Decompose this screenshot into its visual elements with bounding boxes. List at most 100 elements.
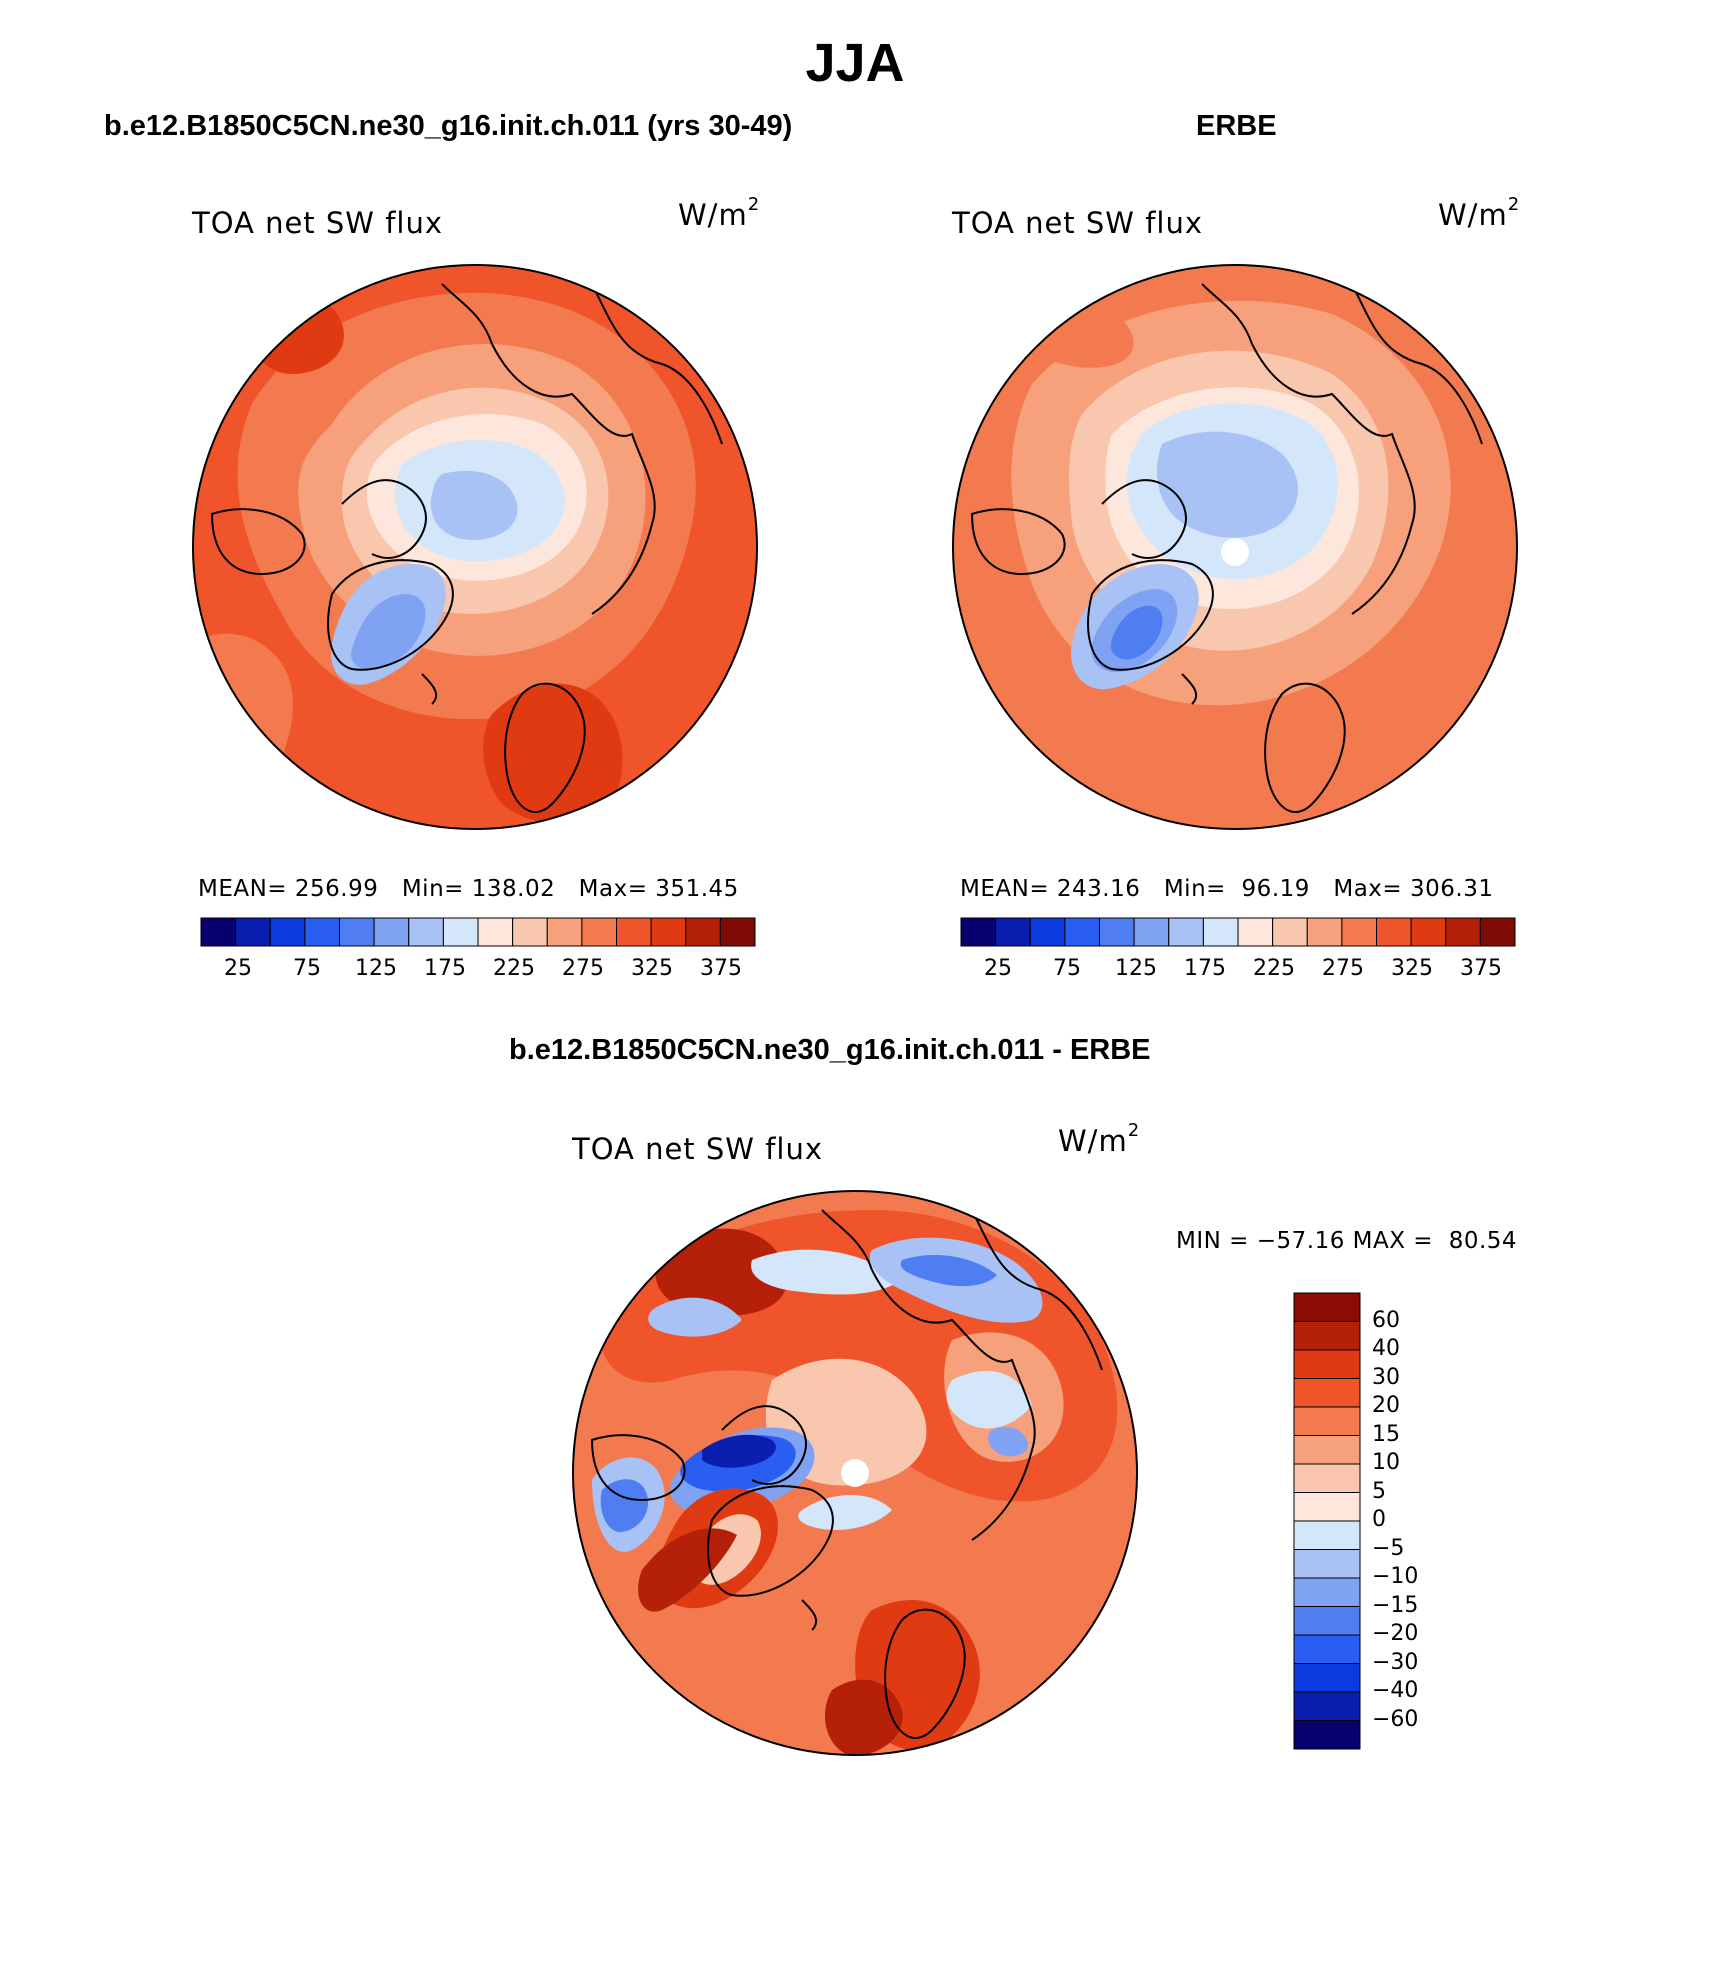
vbar-swatch [1293, 1577, 1361, 1607]
colorbar-swatch [1099, 917, 1135, 947]
panel-1-colorbar-ticks: 25 75 125 175 225 275 325 375 [201, 956, 755, 986]
colorbar-swatch [546, 917, 583, 947]
panel-2-map [952, 264, 1518, 830]
map-2-pole-hole [1221, 538, 1249, 566]
colorbar-swatch [581, 917, 618, 947]
vbar-swatch [1293, 1634, 1361, 1664]
colorbar-swatch [719, 917, 756, 947]
map-1-band-8 [351, 594, 426, 669]
panel-3-plot-label: TOA net SW flux [572, 1132, 824, 1166]
vbar-tick: −30 [1372, 1650, 1419, 1675]
colorbar-swatch [1376, 917, 1412, 947]
cbar-1-tick: 375 [700, 956, 742, 981]
panel-3-colorbar [1293, 1292, 1361, 1750]
map-2-coastlines [970, 283, 1483, 814]
vbar-swatch [1293, 1463, 1361, 1493]
panel-2-colorbar [960, 917, 1516, 947]
panel-2-colorbar-swatches [960, 917, 1516, 947]
vbar-swatch [1293, 1663, 1361, 1693]
vbar-swatch [1293, 1520, 1361, 1550]
cbar-2-tick: 25 [984, 956, 1012, 981]
map-2-band-5 [1157, 431, 1299, 538]
vbar-tick: 30 [1372, 1365, 1400, 1390]
cbar-2-tick: 125 [1115, 956, 1157, 981]
vbar-swatch [1293, 1435, 1361, 1465]
map-3-band-19 [824, 1679, 903, 1755]
panel-1-stats: MEAN= 256.99 Min= 138.02 Max= 351.45 [198, 876, 739, 902]
main-title: JJA [805, 33, 905, 93]
panel-2-colorbar-ticks: 25 75 125 175 225 275 325 375 [961, 956, 1515, 986]
vbar-swatch [1293, 1606, 1361, 1636]
map-3-band-2 [655, 1228, 788, 1316]
panel-1-plot-label: TOA net SW flux [192, 206, 444, 240]
vbar-swatch [1293, 1292, 1361, 1322]
colorbar-swatch [1029, 917, 1066, 947]
map-3-pole-hole [841, 1459, 869, 1487]
map-3-band-21 [988, 1426, 1028, 1457]
cbar-2-tick: 275 [1322, 956, 1364, 981]
map-3-band-20 [946, 1370, 1032, 1429]
vbar-tick: −40 [1372, 1678, 1419, 1703]
map-3-band-14 [638, 1528, 737, 1612]
cbar-1-tick: 225 [493, 956, 535, 981]
map-3-band-16 [600, 1479, 648, 1533]
cbar-1-tick: 275 [562, 956, 604, 981]
vbar-swatch [1293, 1720, 1361, 1750]
map-3-band-17 [798, 1495, 892, 1530]
vbar-tick: −10 [1372, 1564, 1419, 1589]
panel-2-plot-label: TOA net SW flux [952, 206, 1204, 240]
vbar-tick: −5 [1372, 1536, 1405, 1561]
vbar-tick: 5 [1372, 1479, 1386, 1504]
vbar-swatch [1293, 1321, 1361, 1351]
vbar-swatch [1293, 1492, 1361, 1522]
colorbar-swatch [200, 917, 237, 947]
panel-1-colorbar [200, 917, 756, 947]
map-1-band-6 [430, 470, 518, 540]
colorbar-swatch [477, 917, 514, 947]
panel-1-map [192, 264, 758, 830]
panel-3-map [572, 1190, 1138, 1756]
colorbar-swatch [269, 917, 306, 947]
vbar-swatch [1293, 1378, 1361, 1408]
vbar-swatch [1293, 1691, 1361, 1721]
panel-1-units: W/m2 [678, 194, 761, 232]
vbar-swatch [1293, 1349, 1361, 1379]
cbar-1-tick: 75 [293, 956, 321, 981]
colorbar-swatch [960, 917, 997, 947]
colorbar-swatch [1168, 917, 1204, 947]
colorbar-swatch [1064, 917, 1101, 947]
colorbar-swatch [408, 917, 444, 947]
colorbar-swatch [235, 917, 271, 947]
cbar-2-tick: 75 [1053, 956, 1081, 981]
vbar-swatch [1293, 1549, 1361, 1579]
map-3-band-5 [751, 1249, 902, 1295]
colorbar-swatch [1445, 917, 1481, 947]
vbar-tick: −60 [1372, 1707, 1419, 1732]
map-3-band-8 [900, 1255, 997, 1287]
colorbar-swatch [1272, 917, 1308, 947]
panel-1-title: b.e12.B1850C5CN.ne30_g16.init.ch.011 (yr… [104, 110, 793, 142]
vbar-tick: 10 [1372, 1450, 1400, 1475]
panel-1-colorbar-swatches [200, 917, 756, 947]
colorbar-swatch [373, 917, 410, 947]
cbar-1-tick: 175 [424, 956, 466, 981]
map-3-band-11 [702, 1434, 776, 1468]
cbar-1-tick: 325 [631, 956, 673, 981]
map-2-band-8 [1110, 605, 1163, 660]
map-3-coastlines [590, 1209, 1103, 1740]
cbar-1-tick: 25 [224, 956, 252, 981]
vbar-tick: 60 [1372, 1308, 1400, 1333]
cbar-2-tick: 225 [1253, 956, 1295, 981]
vbar-tick: −15 [1372, 1593, 1419, 1618]
colorbar-swatch [1133, 917, 1170, 947]
panel-3-colorbar-ticks: 60 40 30 20 15 10 5 0 −5 −10 −15 −20 −30… [1372, 1293, 1452, 1749]
map-3-band-6 [648, 1297, 742, 1337]
colorbar-swatch [339, 917, 375, 947]
cbar-2-tick: 375 [1460, 956, 1502, 981]
colorbar-swatch [1202, 917, 1239, 947]
vbar-swatch [1293, 1406, 1361, 1436]
cbar-2-tick: 175 [1184, 956, 1226, 981]
panel-3-title: b.e12.B1850C5CN.ne30_g16.init.ch.011 - E… [509, 1034, 1151, 1066]
colorbar-swatch [650, 917, 687, 947]
panel-3-units: W/m2 [1058, 1120, 1141, 1158]
